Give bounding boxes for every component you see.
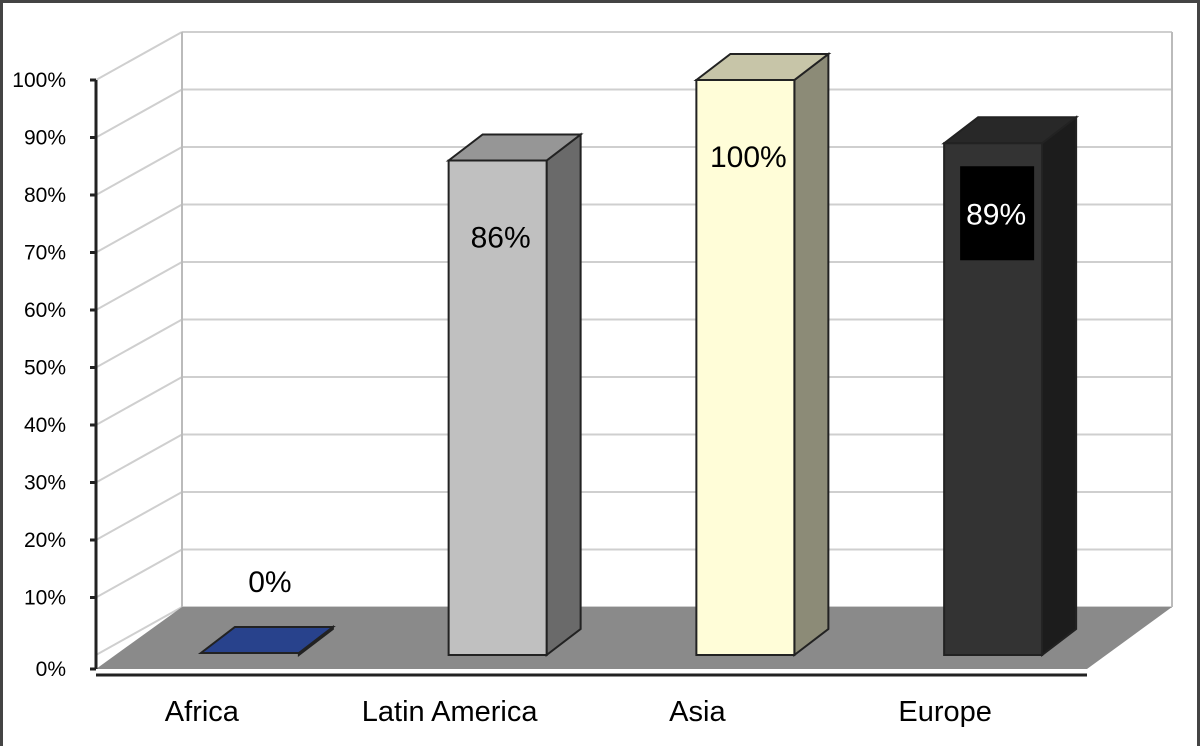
floor-plane [96, 607, 1172, 669]
side-gridline [95, 318, 183, 369]
category-label-asia: Asia [669, 696, 726, 728]
y-tick-label: 40% [24, 414, 66, 437]
category-label-latin-america: Latin America [362, 696, 539, 728]
data-labels: 0% 86% 100% 89% [248, 141, 1035, 599]
y-tick-label: 100% [12, 69, 66, 92]
category-label-africa: Africa [165, 696, 240, 728]
data-label-asia: 100% [710, 141, 787, 174]
side-gridline [95, 88, 183, 139]
y-tick-label: 60% [24, 299, 66, 322]
y-tick-label: 10% [24, 587, 66, 610]
y-tick-label: 80% [24, 184, 66, 207]
side-gridline [95, 491, 183, 541]
side-gridline [95, 548, 183, 599]
side-gridline [95, 433, 183, 484]
y-tick-label: 30% [24, 472, 66, 495]
y-tick-label: 20% [24, 529, 66, 552]
data-label-europe: 89% [966, 198, 1026, 231]
chart-floor [96, 607, 1172, 669]
bar-latin-america [447, 159, 548, 656]
y-tick-label: 70% [24, 242, 66, 265]
bar-asia [695, 79, 796, 656]
side-gridline [95, 146, 183, 196]
bar-side-europe [1041, 115, 1078, 658]
bars [197, 51, 1080, 658]
y-tick-label: 50% [24, 357, 66, 380]
side-gridline [95, 376, 183, 426]
bar-side-latin-america [545, 132, 582, 658]
category-labels: Africa Latin America Asia Europe [165, 696, 992, 728]
data-label-latin-america: 86% [471, 222, 531, 255]
y-axis [90, 78, 98, 671]
bar-top-africa [197, 626, 336, 654]
data-label-box-europe [960, 166, 1035, 261]
category-label-europe: Europe [898, 696, 992, 728]
side-gridline [95, 261, 183, 311]
side-gridline [95, 606, 183, 656]
y-tick-labels: 0% 10% 20% 30% 40% 50% 60% 70% 80% 90% 100% [12, 69, 66, 681]
y-tick-label: 90% [24, 127, 66, 150]
data-label-africa: 0% [248, 566, 291, 599]
bar-side-asia [793, 51, 830, 658]
side-gridline [95, 31, 183, 81]
side-gridline [95, 203, 183, 254]
y-tick-label: 0% [36, 658, 66, 681]
